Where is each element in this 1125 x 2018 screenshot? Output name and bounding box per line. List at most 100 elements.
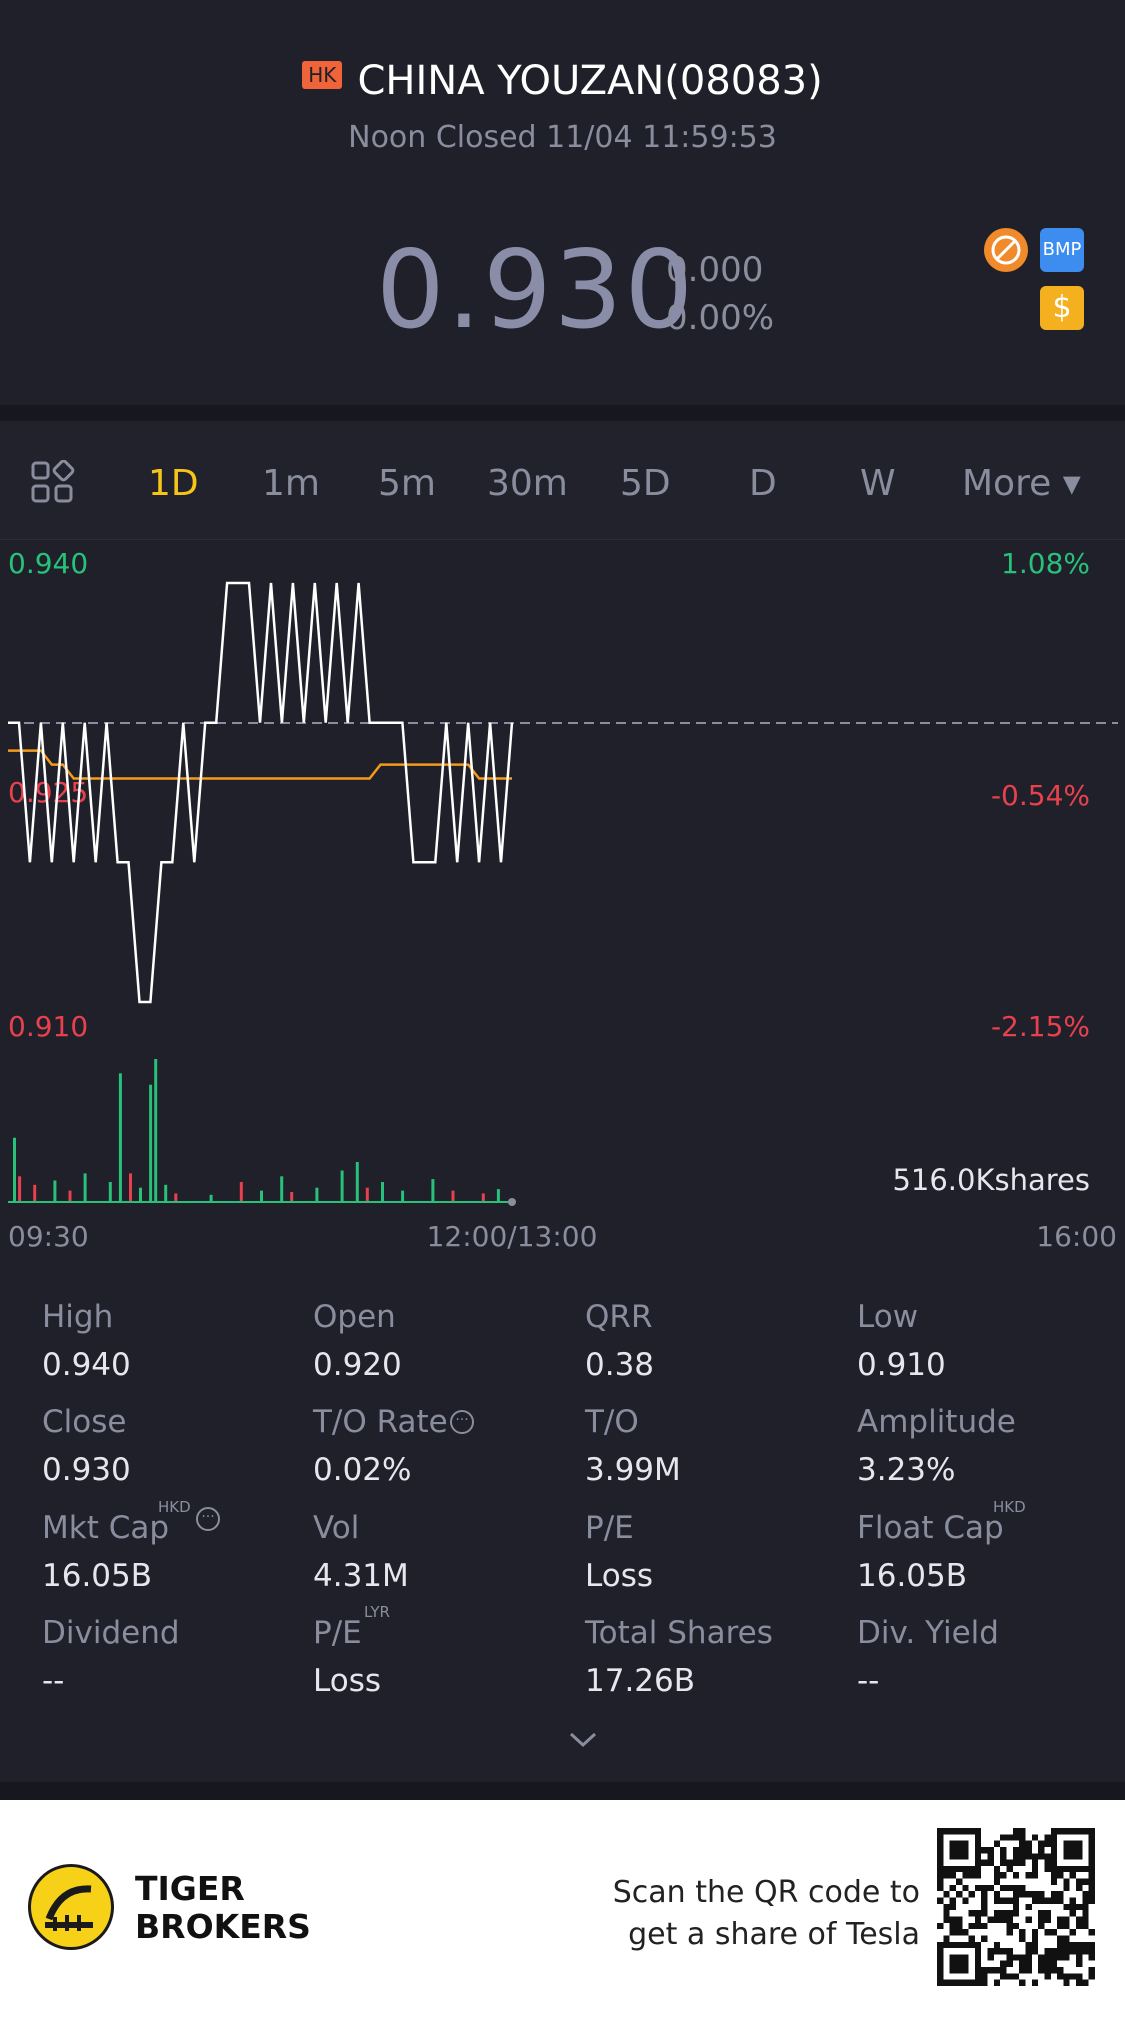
layout-grid-icon[interactable] xyxy=(30,460,76,506)
volume-bar xyxy=(13,1137,16,1203)
volume-bar xyxy=(83,1173,87,1202)
volume-bar xyxy=(431,1179,435,1202)
dollar-icon[interactable]: $ xyxy=(1040,286,1084,330)
change-value: 0.000 xyxy=(666,250,764,290)
volume-bar xyxy=(118,1073,122,1202)
stat-label-mkt-cap: Mkt Cap xyxy=(42,1510,170,1546)
tab-1d[interactable]: 1D xyxy=(148,463,199,504)
volume-bar xyxy=(365,1187,369,1202)
stat-label-high: High xyxy=(42,1299,114,1335)
stat-label-qrr: QRR xyxy=(585,1299,653,1335)
volume-bar xyxy=(149,1084,153,1202)
volume-bar xyxy=(496,1189,500,1202)
float-cap-currency: HKD xyxy=(993,1498,1026,1516)
volume-bar xyxy=(340,1170,344,1202)
volume-bar xyxy=(260,1190,263,1202)
volume-bar xyxy=(108,1182,112,1202)
stat-value-to-rate: 0.02% xyxy=(313,1452,412,1488)
no-short-icon[interactable] xyxy=(984,228,1028,272)
stat-value-close: 0.930 xyxy=(42,1452,131,1488)
stat-label-low: Low xyxy=(857,1299,919,1335)
tab-w[interactable]: W xyxy=(860,463,896,504)
tab-5m[interactable]: 5m xyxy=(378,463,436,504)
volume-bar xyxy=(381,1182,384,1202)
pct-axis-mid: -0.54% xyxy=(991,779,1090,812)
market-badge: HK xyxy=(302,61,343,89)
stat-label-close: Close xyxy=(42,1404,127,1440)
volume-bars xyxy=(8,1059,512,1203)
period-tabs: 1D 1m 5m 30m 5D D W More ▾ xyxy=(0,421,1125,540)
stat-value-float-cap: 16.05B xyxy=(857,1558,968,1594)
volume-bar xyxy=(154,1059,158,1202)
tiger-logo-icon xyxy=(28,1864,114,1950)
scan-line-2: get a share of Tesla xyxy=(628,1917,920,1952)
stat-label-div-yield: Div. Yield xyxy=(857,1615,999,1651)
price-axis-top: 0.940 xyxy=(8,547,88,580)
stat-value-amplitude: 3.23% xyxy=(857,1452,956,1488)
volume-bar xyxy=(280,1176,284,1202)
stat-label-to-rate: T/O Rate xyxy=(313,1404,448,1440)
tab-30m[interactable]: 30m xyxy=(487,463,568,504)
to-rate-info-icon[interactable]: ··· xyxy=(450,1410,474,1434)
volume-bar xyxy=(174,1193,178,1202)
volume-bar xyxy=(139,1187,142,1202)
pct-axis-bottom: -2.15% xyxy=(991,1010,1090,1043)
brand-name: TIGER BROKERS xyxy=(135,1870,311,1946)
avg-price-line xyxy=(8,749,512,780)
stat-value-pe: Loss xyxy=(585,1558,653,1594)
mkt-cap-currency: HKD xyxy=(158,1498,191,1516)
volume-bar xyxy=(401,1190,405,1202)
pct-axis-top: 1.08% xyxy=(1001,547,1090,580)
volume-bar xyxy=(33,1184,37,1202)
price-axis-bottom: 0.910 xyxy=(8,1010,88,1043)
volume-bar xyxy=(239,1182,243,1202)
volume-bar xyxy=(164,1184,168,1202)
title-row: HK CHINA YOUZAN(08083) xyxy=(0,58,1125,104)
stat-value-low: 0.910 xyxy=(857,1347,946,1383)
stat-value-total-shares: 17.26B xyxy=(585,1663,696,1699)
expand-chevron-icon[interactable] xyxy=(568,1730,598,1750)
x-tick-open: 09:30 xyxy=(8,1220,89,1253)
footer-separator xyxy=(0,1782,1125,1800)
stat-value-vol: 4.31M xyxy=(313,1558,409,1594)
separator xyxy=(0,405,1125,421)
volume-bar xyxy=(315,1187,319,1202)
stat-value-high: 0.940 xyxy=(42,1347,131,1383)
bmp-icon[interactable]: BMP xyxy=(1040,228,1084,272)
volume-bar xyxy=(129,1173,132,1202)
stat-label-pe-lyr: P/E xyxy=(313,1615,362,1651)
change-percent: 0.00% xyxy=(666,298,775,338)
stats-grid: High 0.940 Open 0.920 QRR 0.38 Low 0.910… xyxy=(0,1275,1125,1790)
stat-label-to: T/O xyxy=(585,1404,639,1440)
stat-value-div-yield: -- xyxy=(857,1663,880,1699)
quote-header: HK CHINA YOUZAN(08083) Noon Closed 11/04… xyxy=(0,0,1125,405)
volume-bar xyxy=(53,1180,57,1202)
intraday-chart[interactable]: 0.940 0.925 0.910 1.08% -0.54% -2.15% 51… xyxy=(0,540,1125,1260)
brand-line-2: BROKERS xyxy=(135,1907,311,1946)
stat-value-qrr: 0.38 xyxy=(585,1347,655,1383)
stat-label-float-cap: Float Cap xyxy=(857,1510,1004,1546)
tab-d[interactable]: D xyxy=(749,463,777,504)
tab-5d[interactable]: 5D xyxy=(620,463,671,504)
stat-label-open: Open xyxy=(313,1299,396,1335)
volume-label: 516.0Kshares xyxy=(892,1163,1090,1197)
stat-value-mkt-cap: 16.05B xyxy=(42,1558,153,1594)
stat-value-to: 3.99M xyxy=(585,1452,681,1488)
stat-label-vol: Vol xyxy=(313,1510,360,1546)
brand-line-1: TIGER xyxy=(135,1869,245,1908)
stat-label-total-shares: Total Shares xyxy=(585,1615,773,1651)
current-time-dot xyxy=(508,1198,516,1206)
tab-1m[interactable]: 1m xyxy=(262,463,320,504)
volume-bar xyxy=(68,1190,72,1202)
volume-bar xyxy=(209,1194,213,1202)
qr-code-icon xyxy=(937,1828,1095,1986)
mkt-cap-info-icon[interactable]: ··· xyxy=(196,1507,220,1531)
x-tick-midday: 12:00/13:00 xyxy=(427,1220,598,1253)
x-tick-close: 16:00 xyxy=(1036,1220,1117,1253)
volume-bar xyxy=(451,1190,455,1202)
scan-line-1: Scan the QR code to xyxy=(612,1875,920,1910)
stock-title: CHINA YOUZAN(08083) xyxy=(357,58,823,104)
tab-more[interactable]: More ▾ xyxy=(962,463,1081,504)
volume-bar xyxy=(481,1193,485,1202)
volume-bar xyxy=(355,1162,359,1202)
